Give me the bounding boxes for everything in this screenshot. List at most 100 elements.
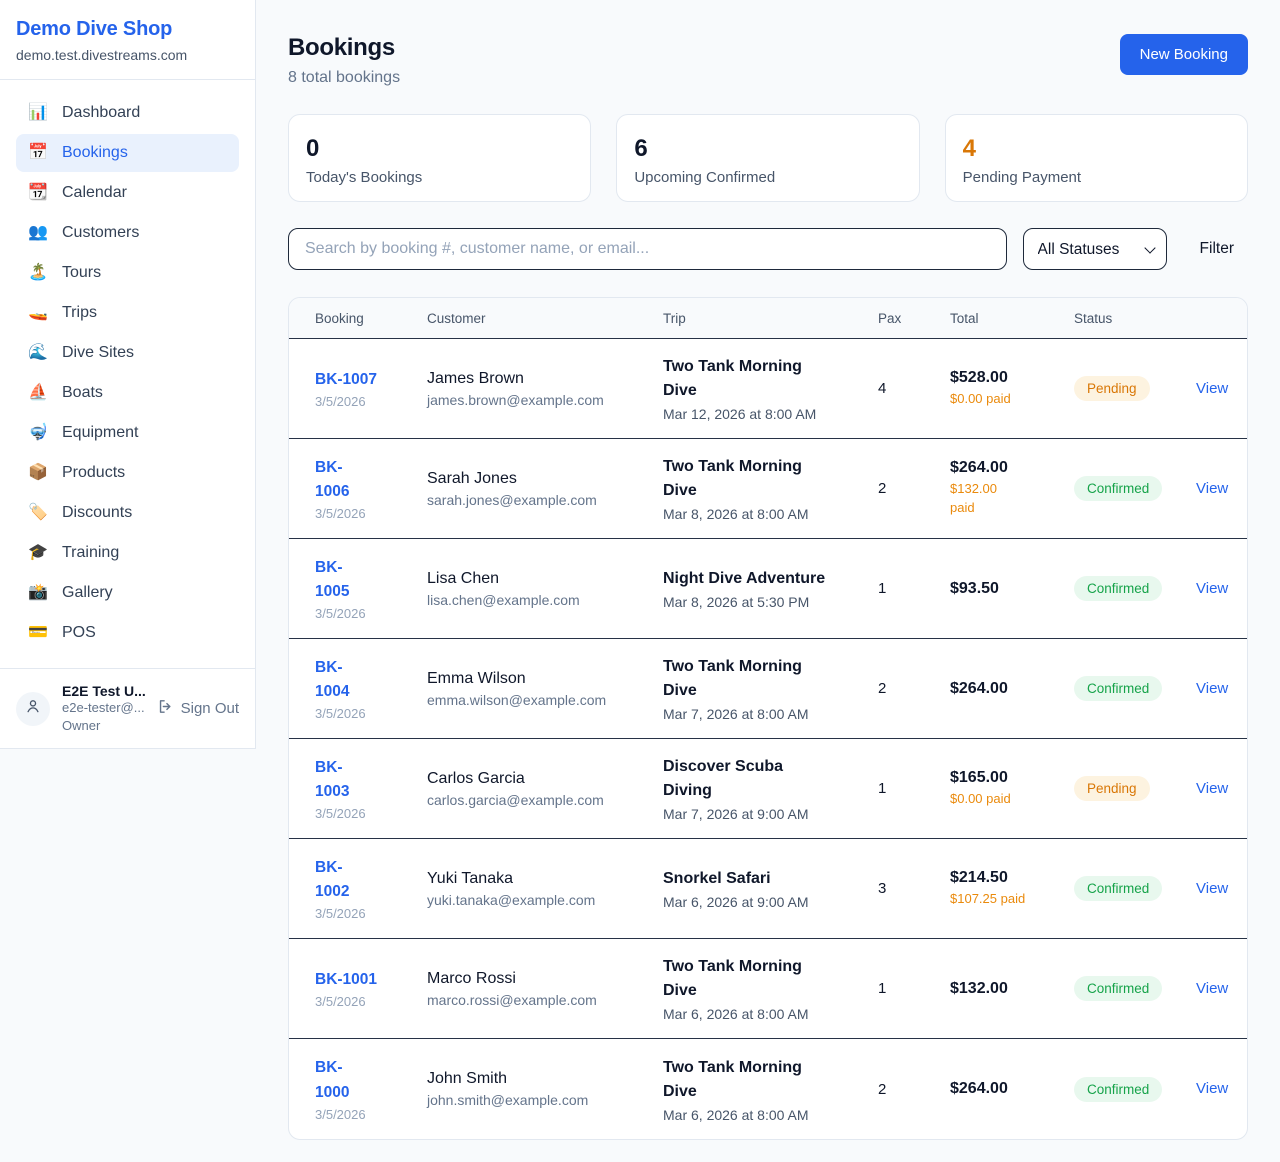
customer-cell: Carlos Garcia carlos.garcia@example.com xyxy=(427,770,663,808)
sidebar-item-label: Dive Sites xyxy=(62,344,135,361)
total-amount: $264.00 xyxy=(950,459,1008,477)
view-link[interactable]: View xyxy=(1196,879,1229,897)
brand-block: Demo Dive Shop demo.test.divestreams.com xyxy=(0,0,255,80)
trip-datetime: Mar 7, 2026 at 8:00 AM xyxy=(663,706,809,722)
total-cell: $132.00 xyxy=(950,980,1074,998)
customer-cell: John Smith john.smith@example.com xyxy=(427,1070,663,1108)
total-cell: $264.00 xyxy=(950,680,1074,698)
sidebar-item-calendar[interactable]: 📆 Calendar xyxy=(16,174,239,212)
view-link[interactable]: View xyxy=(1196,979,1229,997)
view-link[interactable]: View xyxy=(1196,779,1229,797)
column-header-booking: Booking xyxy=(315,310,364,326)
sidebar-item-trips[interactable]: 🚤 Trips xyxy=(16,294,239,332)
trip-datetime: Mar 8, 2026 at 8:00 AM xyxy=(663,506,809,522)
sidebar-item-discounts[interactable]: 🏷️ Discounts xyxy=(16,494,239,532)
sidebar-item-dive-sites[interactable]: 🌊 Dive Sites xyxy=(16,334,239,372)
status-badge: Confirmed xyxy=(1074,476,1163,501)
stat-label: Pending Payment xyxy=(962,169,1082,187)
customer-cell: James Brown james.brown@example.com xyxy=(427,370,663,408)
booking-id-link[interactable]: BK- 1005 xyxy=(315,558,350,600)
sidebar-item-dashboard[interactable]: 📊 Dashboard xyxy=(16,94,239,132)
customer-email: lisa.chen@example.com xyxy=(427,591,580,608)
pax-cell: 4 xyxy=(878,380,887,397)
booking-id-link[interactable]: BK-1007 xyxy=(315,370,378,388)
trip-name: Snorkel Safari xyxy=(663,870,771,887)
filter-button[interactable]: Filter xyxy=(1199,240,1234,257)
stats-row: 0 Today's Bookings 6 Upcoming Confirmed … xyxy=(288,114,1248,202)
booking-cell: BK-1007 3/5/2026 xyxy=(315,368,427,409)
status-cell: Pending xyxy=(1074,776,1196,801)
sidebar-item-equipment[interactable]: 🤿 Equipment xyxy=(16,414,239,452)
logout-icon xyxy=(157,698,174,719)
trip-cell: Discover Scuba Diving Mar 7, 2026 at 9:00… xyxy=(663,755,878,822)
total-amount: $214.50 xyxy=(950,868,1008,886)
column-header-status: Status xyxy=(1074,310,1113,326)
booking-id-link[interactable]: BK- 1000 xyxy=(315,1059,350,1101)
actions-cell: View xyxy=(1196,580,1236,598)
page-title-block: Bookings 8 total bookings xyxy=(288,34,400,87)
booking-cell: BK- 1000 3/5/2026 xyxy=(315,1056,427,1121)
sidebar-item-label: Calendar xyxy=(62,184,127,201)
booking-id-link[interactable]: BK- 1006 xyxy=(315,458,350,500)
booking-cell: BK-1001 3/5/2026 xyxy=(315,968,427,1009)
trip-name: Discover Scuba Diving xyxy=(663,758,784,799)
paid-amount: $107.25 paid xyxy=(950,890,1026,906)
stat-card-upcoming-confirmed: 6 Upcoming Confirmed xyxy=(616,114,920,202)
trip-name: Night Dive Adventure xyxy=(663,570,826,587)
view-link[interactable]: View xyxy=(1196,679,1229,697)
total-cell: $165.00 $0.00 paid xyxy=(950,769,1074,809)
sidebar-item-products[interactable]: 📦 Products xyxy=(16,454,239,492)
trip-name: Two Tank Morning Dive xyxy=(663,958,802,999)
trip-datetime: Mar 6, 2026 at 8:00 AM xyxy=(663,1006,809,1022)
stat-label: Upcoming Confirmed xyxy=(634,169,776,187)
column-header-customer: Customer xyxy=(427,310,486,326)
status-filter-select[interactable]: All Statuses xyxy=(1022,228,1167,270)
booking-id-link[interactable]: BK- 1003 xyxy=(315,758,350,800)
graduation-cap-icon: 🎓 xyxy=(28,544,48,561)
speedboat-icon: 🚤 xyxy=(28,304,48,321)
calendar-date-icon: 📅 xyxy=(28,144,48,161)
trip-name: Two Tank Morning Dive xyxy=(663,1058,802,1100)
user-box: E2E Test U... e2e-tester@... Owner Sign … xyxy=(0,668,255,748)
stat-card-todays-bookings: 0 Today's Bookings xyxy=(288,114,592,202)
status-cell: Pending xyxy=(1074,376,1196,401)
sidebar-item-customers[interactable]: 👥 Customers xyxy=(16,214,239,252)
actions-cell: View xyxy=(1196,780,1236,798)
view-link[interactable]: View xyxy=(1196,1080,1229,1097)
sidebar-item-gallery[interactable]: 📸 Gallery xyxy=(16,574,239,612)
customer-email: john.smith@example.com xyxy=(427,1092,589,1108)
sidebar-item-label: Equipment xyxy=(62,424,139,441)
total-amount: $264.00 xyxy=(950,1080,1008,1097)
total-cell: $93.50 xyxy=(950,580,1074,598)
booking-id-link[interactable]: BK- 1002 xyxy=(315,858,350,900)
trip-cell: Two Tank Morning Dive Mar 8, 2026 at 8:00… xyxy=(663,455,878,522)
user-name: E2E Test U... xyxy=(62,683,146,699)
paid-amount: $132.00 paid xyxy=(950,481,997,515)
sign-out-button[interactable]: Sign Out xyxy=(157,698,239,719)
total-amount: $93.50 xyxy=(950,579,999,597)
actions-cell: View xyxy=(1196,480,1236,498)
sidebar-item-tours[interactable]: 🏝️ Tours xyxy=(16,254,239,292)
sidebar-nav: 📊 Dashboard 📅 Bookings 📆 Calendar 👥 Cust… xyxy=(0,80,255,668)
status-cell: Confirmed xyxy=(1074,1076,1196,1102)
sidebar-item-boats[interactable]: ⛵ Boats xyxy=(16,374,239,412)
pax-cell: 3 xyxy=(878,880,887,897)
trip-cell: Two Tank Morning Dive Mar 6, 2026 at 8:00… xyxy=(663,1056,878,1123)
main-content: Bookings 8 total bookings New Booking 0 … xyxy=(256,0,1280,1140)
booking-date: 3/5/2026 xyxy=(315,994,366,1009)
trip-cell: Two Tank Morning Dive Mar 6, 2026 at 8:00… xyxy=(663,955,878,1022)
booking-id-link[interactable]: BK- 1004 xyxy=(315,658,350,700)
table-row: BK- 1003 3/5/2026 Carlos Garcia carlos.ga… xyxy=(289,739,1247,839)
search-input[interactable] xyxy=(288,228,1007,270)
view-link[interactable]: View xyxy=(1196,379,1229,397)
sidebar-item-training[interactable]: 🎓 Training xyxy=(16,534,239,572)
sidebar-item-pos[interactable]: 💳 POS xyxy=(16,614,239,652)
new-booking-button[interactable]: New Booking xyxy=(1119,34,1248,75)
total-bookings-count: 8 total bookings xyxy=(288,69,401,86)
customer-name: James Brown xyxy=(427,369,524,387)
view-link[interactable]: View xyxy=(1196,579,1229,597)
booking-id-link[interactable]: BK-1001 xyxy=(315,970,378,988)
table-row: BK-1007 3/5/2026 James Brown james.brown… xyxy=(289,339,1247,439)
view-link[interactable]: View xyxy=(1196,479,1229,497)
sidebar-item-bookings[interactable]: 📅 Bookings xyxy=(16,134,239,172)
